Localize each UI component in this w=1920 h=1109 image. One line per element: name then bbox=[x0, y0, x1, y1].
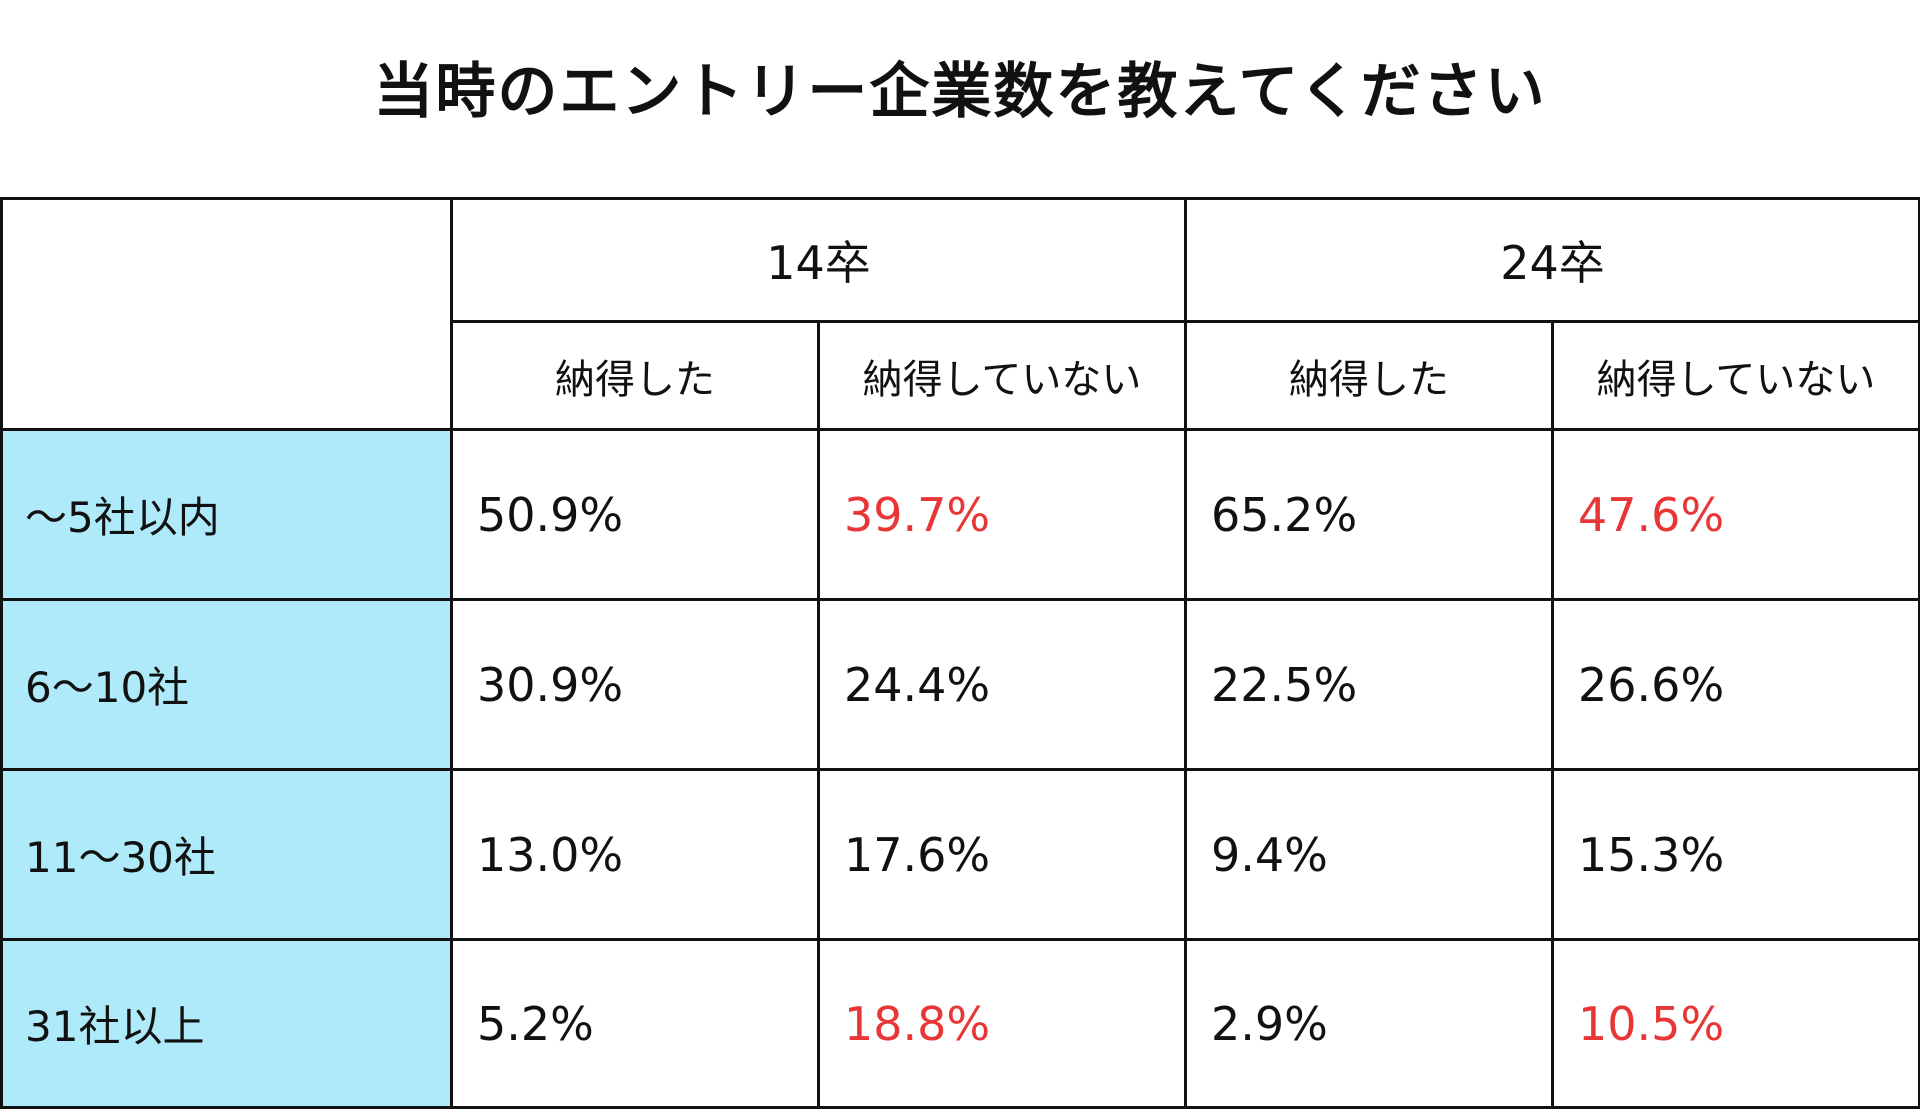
sub-header-row: 納得した 納得していない 納得した 納得していない bbox=[2, 320, 1920, 431]
table-cell: 47.6% bbox=[1551, 428, 1920, 601]
table-cell: 26.6% bbox=[1551, 598, 1920, 771]
table-cell: 13.0% bbox=[450, 768, 820, 941]
sub-header-24-satisfied: 納得した bbox=[1184, 320, 1555, 431]
sub-header-14-satisfied: 納得した bbox=[450, 320, 820, 431]
row-label: 〜5社以内 bbox=[0, 428, 453, 601]
row-label: 11〜30社 bbox=[0, 768, 453, 941]
corner-cell bbox=[0, 197, 453, 431]
table-cell: 18.8% bbox=[816, 938, 1188, 1109]
table-cell: 65.2% bbox=[1184, 428, 1555, 601]
table-cell: 39.7% bbox=[816, 428, 1188, 601]
sub-header-14-unsatisfied: 納得していない bbox=[816, 320, 1188, 431]
table-cell: 2.9% bbox=[1184, 938, 1555, 1109]
page-title: 当時のエントリー企業数を教えてください bbox=[373, 57, 1547, 127]
table-row: 31社以上 5.2% 18.8% 2.9% 10.5% bbox=[0, 938, 1920, 1109]
group-header-14: 14卒 bbox=[449, 197, 1188, 323]
table-cell: 50.9% bbox=[450, 428, 820, 601]
data-table: 14卒 24卒 納得した 納得していない 納得した 納得していない 〜5社以内 … bbox=[0, 197, 1920, 1109]
table-cell: 22.5% bbox=[1184, 598, 1555, 771]
table-cell: 10.5% bbox=[1551, 938, 1920, 1109]
table-cell: 24.4% bbox=[816, 598, 1188, 771]
sub-header-24-unsatisfied: 納得していない bbox=[1551, 320, 1920, 431]
row-label: 6〜10社 bbox=[0, 598, 453, 771]
table-row: 6〜10社 30.9% 24.4% 22.5% 26.6% bbox=[0, 598, 1920, 771]
table-cell: 15.3% bbox=[1551, 768, 1920, 941]
table-cell: 9.4% bbox=[1184, 768, 1555, 941]
table-row: 〜5社以内 50.9% 39.7% 65.2% 47.6% bbox=[0, 428, 1920, 601]
table-row: 11〜30社 13.0% 17.6% 9.4% 15.3% bbox=[0, 768, 1920, 941]
group-header-24: 24卒 bbox=[1184, 197, 1920, 323]
table-cell: 30.9% bbox=[450, 598, 820, 771]
group-header-row: 14卒 24卒 bbox=[0, 197, 1920, 431]
table-cell: 17.6% bbox=[816, 768, 1188, 941]
row-label: 31社以上 bbox=[0, 938, 453, 1109]
table-cell: 5.2% bbox=[450, 938, 820, 1109]
